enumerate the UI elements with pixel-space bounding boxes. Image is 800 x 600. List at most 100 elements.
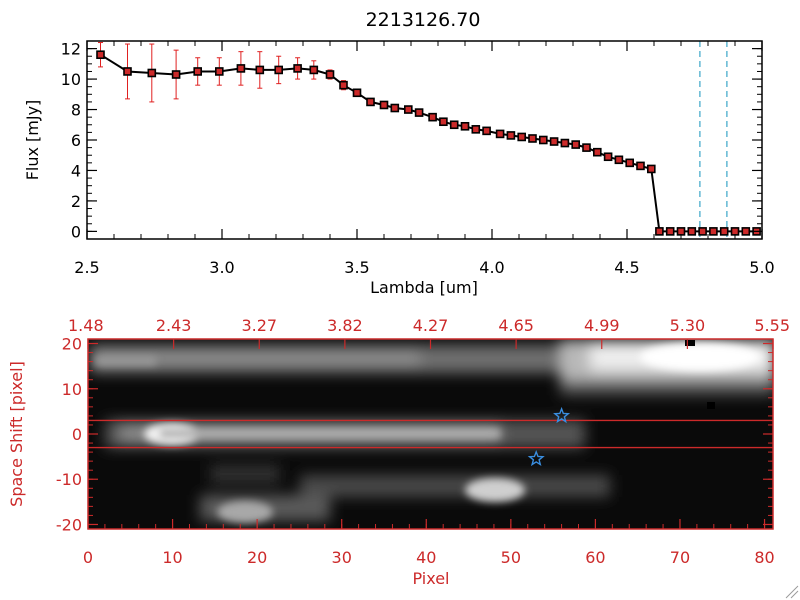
space-shift-tick-label-2: 0 — [72, 425, 82, 444]
wavelength-tick-label-5: 4.65 — [498, 316, 534, 335]
y-axis-label: Flux [mJy] — [23, 100, 42, 181]
error-bars — [98, 42, 654, 171]
y-ticks: 0 2 4 6 8 10 12 — [61, 40, 762, 241]
data-point-32 — [571, 140, 581, 149]
pixel-tick-label-1: 10 — [162, 548, 182, 567]
x-ticks: 2.5 3.0 3.5 4.0 4.5 5.0 — [74, 41, 775, 277]
data-point-44 — [698, 227, 707, 236]
y-tick-label-5: 10 — [61, 70, 81, 89]
space-shift-tick-label-1: -10 — [56, 470, 82, 489]
data-point-20 — [439, 117, 448, 127]
data-point-36 — [614, 155, 624, 165]
pixel-tick-label-4: 40 — [416, 548, 436, 567]
data-point-0 — [96, 50, 105, 60]
data-point-39 — [646, 164, 656, 174]
data-point-34 — [592, 147, 602, 157]
data-point-26 — [506, 131, 516, 140]
wavelength-tick-label-1: 2.43 — [156, 316, 192, 335]
star-icon-1 — [527, 449, 545, 467]
y-tick-label-0: 0 — [71, 222, 81, 241]
x-tick-label-3: 4.0 — [479, 258, 504, 277]
space-shift-axis-label: Space Shift [pixel] — [7, 361, 26, 507]
data-point-1 — [123, 67, 132, 76]
spectral-image — [88, 339, 773, 529]
data-point-40 — [655, 227, 664, 236]
data-point-42 — [676, 227, 686, 236]
wavelength-tick-label-2: 3.27 — [241, 316, 277, 335]
data-point-37 — [625, 158, 635, 168]
star-icon-0 — [553, 406, 571, 424]
space-shift-tick-label-4: 20 — [62, 335, 82, 354]
data-point-15 — [379, 100, 389, 110]
wavelength-tick-label-7: 5.30 — [670, 316, 706, 335]
data-point-21 — [449, 120, 459, 130]
data-point-8 — [274, 65, 284, 75]
y-tick-label-4: 8 — [71, 101, 81, 120]
data-point-38 — [636, 161, 645, 171]
space-shift-ticks: -20 -10 0 10 20 — [56, 335, 773, 534]
chart-title: 2213126.70 — [366, 9, 481, 31]
space-shift-tick-label-0: -20 — [56, 515, 82, 534]
flux-markers — [96, 50, 761, 236]
data-point-47 — [730, 227, 740, 236]
x-tick-label-4: 4.5 — [614, 258, 639, 277]
data-point-6 — [236, 64, 246, 73]
pixel-tick-label-7: 70 — [670, 548, 690, 567]
data-point-46 — [719, 227, 729, 236]
data-point-41 — [665, 227, 675, 236]
wavelength-tick-label-4: 4.27 — [413, 316, 449, 335]
pixel-ticks: 0 10 20 30 40 50 60 70 80 — [83, 519, 775, 567]
space-shift-tick-label-3: 10 — [62, 380, 82, 399]
y-tick-label-2: 4 — [71, 161, 81, 180]
pixel-tick-label-8: 80 — [754, 548, 774, 567]
resize-grip-icon — [785, 585, 799, 599]
spectrum-panel: 2213126.70 2.5 3.0 3.5 4.0 4.5 5.0 024681012 … — [23, 9, 775, 297]
image-panel: 0 10 20 30 40 50 60 70 80 -20 -10 0 10 20 1.48 2.43 3.… — [7, 316, 790, 588]
data-point-5 — [215, 67, 224, 76]
wavelength-ticks: 1.48 2.43 3.27 3.82 4.27 4.65 4.99 5.30 5.55 — [68, 316, 790, 349]
pixel-tick-label-6: 60 — [585, 548, 605, 567]
data-point-18 — [414, 108, 424, 117]
x-tick-label-2: 3.5 — [344, 258, 369, 277]
pixel-axis-label: Pixel — [412, 569, 449, 588]
flux-line — [99, 53, 757, 233]
data-point-45 — [709, 227, 718, 236]
data-point-43 — [687, 227, 697, 236]
data-point-19 — [428, 112, 437, 122]
data-point-11 — [325, 70, 335, 79]
data-point-17 — [403, 105, 413, 114]
data-point-48 — [741, 227, 751, 236]
wavelength-tick-label-3: 3.82 — [327, 316, 363, 335]
data-point-13 — [352, 88, 362, 98]
data-point-33 — [582, 143, 591, 152]
x-tick-label-5: 5.0 — [749, 258, 774, 277]
wavelength-tick-label-0: 1.48 — [68, 316, 104, 335]
data-point-24 — [482, 126, 491, 136]
y-tick-label-1: 2 — [71, 192, 81, 211]
pixel-tick-label-5: 50 — [501, 548, 521, 567]
data-point-25 — [495, 129, 505, 139]
pixel-tick-label-0: 0 — [83, 548, 93, 567]
data-point-12 — [339, 80, 348, 90]
x-tick-label-1: 3.0 — [209, 258, 234, 277]
vertical-markers — [699, 41, 728, 239]
data-point-9 — [293, 64, 302, 73]
data-point-10 — [309, 65, 319, 75]
wavelength-tick-label-8: 5.55 — [754, 316, 790, 335]
y-tick-label-6: 12 — [61, 40, 81, 59]
pixel-tick-label-3: 30 — [332, 548, 352, 567]
data-point-16 — [390, 103, 400, 113]
data-point-14 — [366, 97, 375, 107]
data-point-22 — [460, 121, 470, 131]
data-point-30 — [549, 137, 559, 146]
data-point-35 — [603, 152, 613, 162]
data-point-29 — [538, 135, 548, 145]
data-point-31 — [560, 138, 570, 148]
wavelength-tick-label-6: 4.99 — [584, 316, 620, 335]
data-point-3 — [171, 70, 181, 79]
x-axis-label: Lambda [um] — [370, 278, 478, 297]
pixel-tick-label-2: 20 — [247, 548, 267, 567]
data-point-23 — [471, 125, 481, 134]
y-tick-label-3: 6 — [71, 131, 81, 150]
